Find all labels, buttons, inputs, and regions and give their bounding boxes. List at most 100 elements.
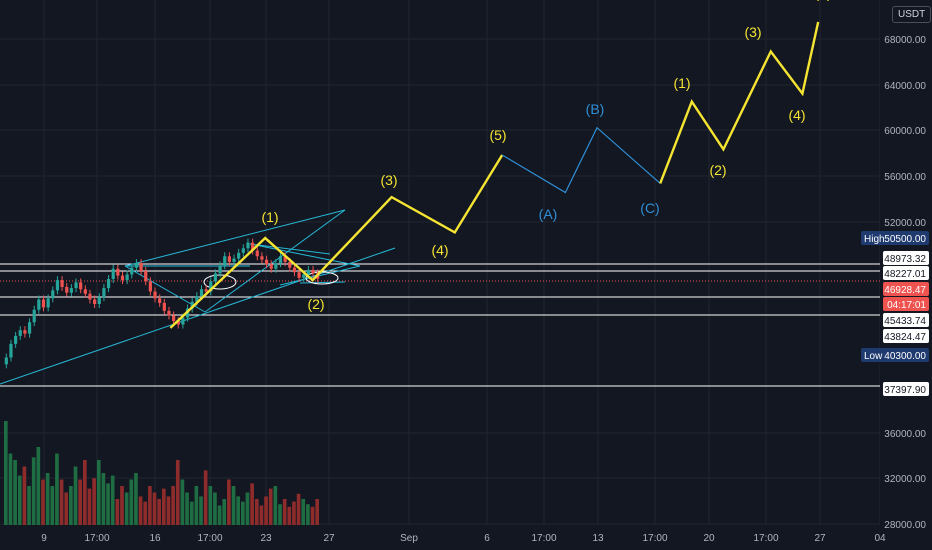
volume-bar	[301, 499, 306, 525]
wave-label-b: (B)	[586, 101, 605, 117]
candle-body	[148, 281, 152, 292]
candle-body	[195, 296, 199, 302]
volume-bar	[115, 499, 120, 525]
channel-line	[249, 243, 331, 255]
volume-bar	[185, 492, 189, 525]
candle-body	[158, 298, 162, 303]
volume-bar	[129, 479, 134, 525]
channel-line	[279, 265, 361, 286]
candle-body	[172, 315, 176, 322]
candle-body	[292, 267, 297, 273]
candle-body	[167, 310, 171, 316]
candle-body	[55, 280, 60, 291]
volume-bar	[143, 501, 148, 525]
candle-body	[297, 272, 301, 278]
volume-bar	[273, 486, 278, 525]
candle-body	[102, 288, 106, 298]
wave-label-2: (2)	[709, 162, 726, 178]
volume-bar	[259, 505, 264, 525]
wave-label-3: (3)	[380, 172, 397, 188]
wave-segment	[169, 154, 504, 329]
volume-bar	[31, 457, 36, 525]
wave-segment	[501, 126, 661, 194]
channel-line	[249, 243, 361, 267]
candle-body	[260, 256, 264, 260]
volume-bar	[264, 496, 268, 525]
volume-bar	[83, 460, 87, 525]
candle-body	[218, 265, 222, 274]
candle-body	[232, 258, 236, 262]
volume-bar	[87, 488, 92, 525]
volume-bar	[213, 492, 217, 525]
volume-bar	[306, 504, 310, 525]
wave-label-5: (5)	[814, 0, 831, 1]
volume-bar	[227, 479, 231, 525]
candle-body	[199, 289, 204, 297]
candle-body	[111, 268, 115, 280]
candle-body	[46, 298, 50, 308]
candle-body	[223, 256, 227, 266]
candle-body	[134, 263, 139, 268]
candle-body	[93, 299, 97, 305]
volume-bar	[22, 466, 27, 525]
volume-bar	[120, 486, 124, 525]
candle-body	[120, 275, 125, 281]
candle-body	[176, 321, 180, 325]
volume-bar	[13, 460, 17, 525]
volume-bar	[96, 460, 101, 525]
volume-bar	[310, 506, 315, 525]
elliott-wave-path[interactable]	[169, 21, 820, 329]
volume-bar	[134, 473, 138, 525]
volume-bar	[162, 488, 166, 525]
volume-bar	[236, 496, 240, 525]
volume-bar	[199, 496, 203, 525]
volume-bar	[157, 499, 161, 525]
volume-bar	[282, 499, 287, 525]
volume-bar	[27, 486, 31, 525]
wave-segment	[659, 21, 820, 184]
volume-bar	[92, 478, 96, 525]
price-axis[interactable]	[880, 0, 932, 550]
candle-body	[106, 279, 111, 289]
time-axis[interactable]	[0, 525, 932, 550]
candle-body	[97, 297, 101, 305]
volume-bar	[69, 486, 73, 525]
candle-body	[162, 302, 166, 311]
volume-bar	[296, 493, 301, 525]
wave-labels: (1) (2) (3) (4) (5) (A) (B) (C) (1) (2) (3) (4) (5)	[261, 0, 831, 312]
candle-body	[209, 281, 213, 292]
candle-body	[246, 242, 250, 249]
candle-body	[213, 273, 218, 282]
volume-bar	[166, 496, 171, 525]
candle-body	[181, 317, 185, 325]
candle-body	[264, 259, 269, 265]
wave-label-1: (1)	[673, 75, 690, 91]
candle-body	[237, 252, 241, 259]
candle-body	[4, 357, 8, 365]
candle-body	[18, 330, 22, 336]
candle-body	[125, 274, 129, 281]
candle-body	[130, 267, 134, 275]
candle-body	[269, 264, 273, 269]
volume-bar	[138, 496, 143, 525]
volume-bar	[41, 479, 45, 525]
volume-bar	[124, 492, 129, 525]
wave-label-5: (5)	[489, 127, 506, 143]
volume-bar	[194, 486, 199, 525]
volume-bar	[287, 506, 292, 525]
candle-body	[65, 286, 69, 293]
volume-bar	[78, 479, 82, 525]
volume-bar	[254, 499, 259, 525]
candle-body	[51, 290, 55, 299]
volume-bar	[241, 501, 245, 525]
candle-body	[14, 335, 18, 344]
candle-body	[278, 256, 283, 264]
candle-body	[227, 256, 231, 262]
currency-button[interactable]: USDT	[892, 6, 932, 23]
candle-body	[74, 282, 78, 289]
candle-body	[302, 274, 306, 278]
horizontal-levels[interactable]	[0, 263, 880, 387]
volume-bar	[64, 492, 69, 525]
candle-body	[274, 263, 278, 269]
